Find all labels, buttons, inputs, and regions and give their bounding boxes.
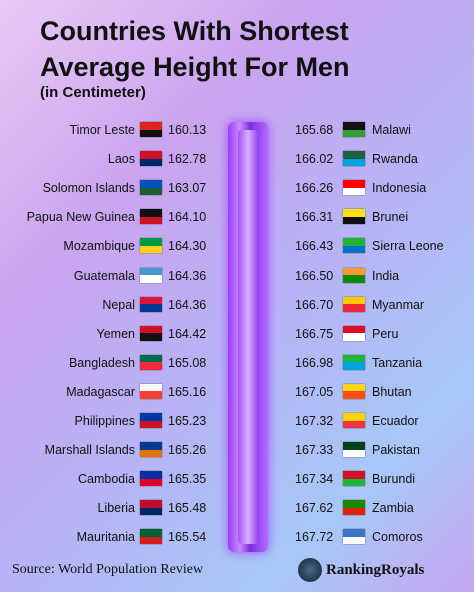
title-line: Average Height For Men xyxy=(40,52,350,82)
height-value: 163.07 xyxy=(168,181,207,196)
flag xyxy=(140,500,162,516)
country-name: Sierra Leone xyxy=(372,239,444,254)
flag xyxy=(140,238,162,254)
height-value: 167.33 xyxy=(295,443,334,458)
country-name: Mauritania xyxy=(76,530,135,545)
country-name: Burundi xyxy=(372,472,416,487)
flag xyxy=(140,383,162,399)
flag xyxy=(343,471,365,487)
flag xyxy=(343,325,365,341)
flag xyxy=(343,180,365,196)
height-value: 166.70 xyxy=(295,297,334,312)
country-name: Guatemala xyxy=(73,268,135,283)
title-line: Countries With Shortest xyxy=(40,16,349,46)
flag xyxy=(343,151,365,167)
height-value: 165.08 xyxy=(168,355,207,370)
country-name: Laos xyxy=(107,152,135,167)
thermometer-bar xyxy=(228,122,268,552)
country-name: Timor Leste xyxy=(69,123,135,137)
subtitle: (in Centimeter) xyxy=(40,84,146,101)
country-name: Indonesia xyxy=(372,181,427,196)
source: Source: World Population Review xyxy=(12,562,204,577)
flag xyxy=(140,471,162,487)
country-name: Liberia xyxy=(97,501,135,516)
height-value: 164.10 xyxy=(168,210,207,225)
flag xyxy=(140,180,162,196)
flag xyxy=(140,296,162,312)
height-value: 165.48 xyxy=(168,501,207,516)
height-value: 167.72 xyxy=(295,530,334,545)
flag xyxy=(140,209,162,225)
height-value: 167.62 xyxy=(295,501,334,516)
height-value: 167.34 xyxy=(295,472,334,487)
height-value: 166.50 xyxy=(295,268,334,283)
flag xyxy=(140,122,162,137)
country-name: Madagascar xyxy=(66,384,135,399)
height-value: 167.32 xyxy=(295,414,334,428)
flag xyxy=(343,442,365,458)
country-name: Nepal xyxy=(102,297,135,312)
country-name: Myanmar xyxy=(372,297,425,312)
country-name: Pakistan xyxy=(372,443,420,458)
height-value: 165.54 xyxy=(168,530,207,545)
flag xyxy=(343,267,365,283)
brand: RankingRoyals xyxy=(326,562,425,578)
country-name: Solomon Islands xyxy=(42,181,135,196)
country-name: Zambia xyxy=(372,501,414,516)
height-value: 167.05 xyxy=(295,384,334,399)
country-name: Rwanda xyxy=(372,152,418,167)
flag xyxy=(140,354,162,370)
flag xyxy=(140,267,162,283)
flag xyxy=(140,529,162,545)
height-value: 165.68 xyxy=(295,123,334,137)
height-value: 166.26 xyxy=(295,181,334,196)
height-value: 166.43 xyxy=(295,239,334,254)
brand-logo xyxy=(298,558,322,582)
country-name: Philippines xyxy=(74,414,135,428)
height-value: 165.16 xyxy=(168,384,207,399)
country-name: Comoros xyxy=(372,530,423,545)
height-value: 166.31 xyxy=(295,210,334,225)
flag xyxy=(343,296,365,312)
flag xyxy=(140,413,162,428)
country-name: Mozambique xyxy=(63,239,135,254)
height-value: 165.23 xyxy=(168,414,207,428)
flag xyxy=(343,122,365,137)
country-name: Tanzania xyxy=(372,355,423,370)
height-value: 164.36 xyxy=(168,297,207,312)
height-value: 166.02 xyxy=(295,152,334,167)
flag xyxy=(343,529,365,545)
country-name: Ecuador xyxy=(372,414,419,428)
country-name: Yemen xyxy=(96,326,135,341)
flag xyxy=(140,151,162,167)
height-value: 164.36 xyxy=(168,268,207,283)
flag xyxy=(343,383,365,399)
flag xyxy=(343,238,365,254)
country-name: Papua New Guinea xyxy=(26,210,135,225)
country-name: Malawi xyxy=(372,123,411,137)
flag xyxy=(140,325,162,341)
country-name: Peru xyxy=(372,326,399,341)
height-value: 164.42 xyxy=(168,326,207,341)
country-name: Bangladesh xyxy=(68,355,135,370)
flag xyxy=(343,413,365,428)
flag xyxy=(343,354,365,370)
height-value: 160.13 xyxy=(168,123,207,137)
country-name: Cambodia xyxy=(78,472,135,487)
flag xyxy=(343,209,365,225)
height-value: 166.98 xyxy=(295,355,334,370)
country-name: Marshall Islands xyxy=(44,443,135,458)
flag xyxy=(343,500,365,516)
height-value: 166.75 xyxy=(295,326,334,341)
flag xyxy=(140,442,162,458)
country-name: India xyxy=(372,268,400,283)
height-value: 164.30 xyxy=(168,239,207,254)
height-value: 162.78 xyxy=(168,152,207,167)
height-value: 165.35 xyxy=(168,472,207,487)
height-value: 165.26 xyxy=(168,443,207,458)
country-name: Brunei xyxy=(372,210,409,225)
country-name: Bhutan xyxy=(372,384,412,399)
